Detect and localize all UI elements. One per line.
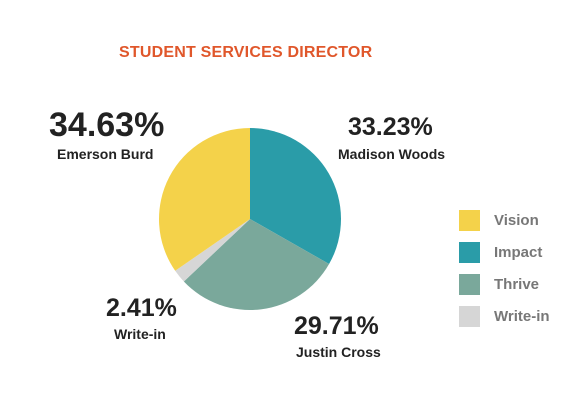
pie-slice-justin-cross <box>183 219 330 310</box>
pie-slice-emerson-burd <box>159 128 250 271</box>
slice-percent-justin-cross: 29.71% <box>294 312 379 340</box>
pie-slice-madison-woods <box>250 128 341 265</box>
pie-slices <box>159 128 341 310</box>
legend-swatch-thrive <box>459 273 480 295</box>
legend-label-thrive: Thrive <box>494 275 540 293</box>
slice-percent-emerson-burd: 34.63% <box>49 106 165 144</box>
slice-percent-write-in: 2.41% <box>106 294 177 322</box>
legend-swatch-impact <box>459 241 480 263</box>
legend-label-impact: Impact <box>494 243 543 261</box>
legend-item-write-in: Write-in <box>459 305 550 327</box>
slice-name-emerson-burd: Emerson Burd <box>57 146 154 162</box>
legend-item-thrive: Thrive <box>459 273 550 295</box>
legend: Vision Impact Thrive Write-in <box>459 209 550 337</box>
slice-name-write-in: Write-in <box>114 326 166 342</box>
pie-slice-write-in <box>175 219 250 282</box>
slice-name-justin-cross: Justin Cross <box>296 344 381 360</box>
chart-title: STUDENT SERVICES DIRECTOR <box>119 44 373 61</box>
legend-label-vision: Vision <box>494 211 539 229</box>
legend-item-vision: Vision <box>459 209 550 231</box>
slice-name-madison-woods: Madison Woods <box>338 146 446 162</box>
legend-item-impact: Impact <box>459 241 550 263</box>
legend-swatch-vision <box>459 209 480 231</box>
legend-label-write-in: Write-in <box>494 307 550 325</box>
slice-percent-madison-woods: 33.23% <box>348 113 433 141</box>
legend-swatch-write-in <box>459 305 480 327</box>
